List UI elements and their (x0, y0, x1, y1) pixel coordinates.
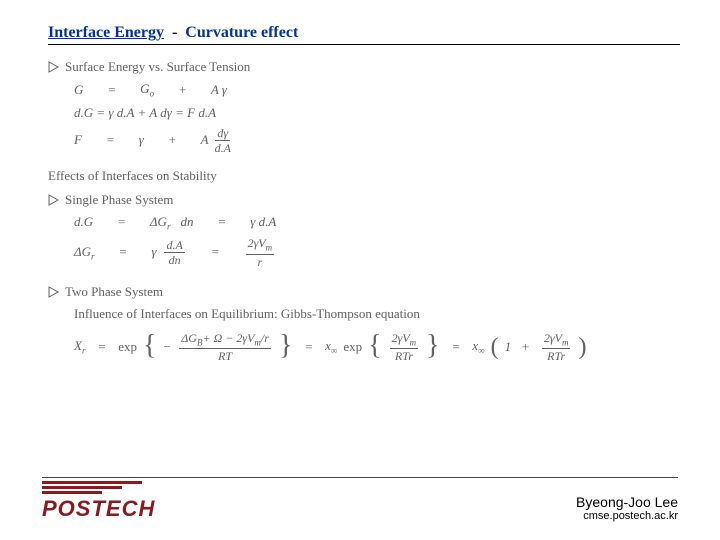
section1-heading: Surface Energy vs. Surface Tension (65, 59, 250, 75)
triangle-icon (48, 286, 59, 298)
logo-text: POSTECH (42, 496, 155, 522)
page-title-row: Interface Energy - Curvature effect (48, 24, 680, 45)
logo-bars-icon (42, 481, 155, 494)
eq-dG: d.G = γ d.A + A dγ = F d.A (74, 105, 680, 121)
eq-dG2: d.G = ΔGr dn = γ d.A (74, 214, 680, 232)
triangle-icon (48, 61, 59, 73)
title-main: Interface Energy (48, 24, 164, 41)
content-area: Surface Energy vs. Surface Tension G = G… (48, 59, 680, 362)
eq-G: G = Go + A γ (74, 81, 680, 99)
section2-heading-row: Single Phase System (48, 192, 680, 208)
author-url: cmse.postech.ac.kr (576, 510, 678, 522)
eq-F: F = γ + A dγ d.A (74, 127, 680, 154)
section1-heading-row: Surface Energy vs. Surface Tension (48, 59, 680, 75)
stability-heading: Effects of Interfaces on Stability (48, 168, 680, 184)
section3-heading: Two Phase System (65, 284, 163, 300)
author-name: Byeong-Joo Lee (576, 494, 678, 510)
author-block: Byeong-Joo Lee cmse.postech.ac.kr (576, 494, 678, 522)
title-sep: - (172, 24, 177, 41)
gibbs-thompson-eq: Xr = exp { − ΔGB+ Ω − 2γVm/r RT } = x∞ e… (74, 332, 680, 362)
section2-heading: Single Phase System (65, 192, 173, 208)
section3-subline: Influence of Interfaces on Equilibrium: … (74, 306, 680, 322)
footer-divider (42, 477, 678, 478)
postech-logo: POSTECH (42, 481, 155, 522)
title-sub: Curvature effect (185, 24, 298, 41)
eq-deltaGr: ΔGr = γ d.A dn = 2γVm r (74, 237, 680, 267)
triangle-icon (48, 194, 59, 206)
section3-heading-row: Two Phase System (48, 284, 680, 300)
footer: POSTECH Byeong-Joo Lee cmse.postech.ac.k… (42, 481, 678, 522)
